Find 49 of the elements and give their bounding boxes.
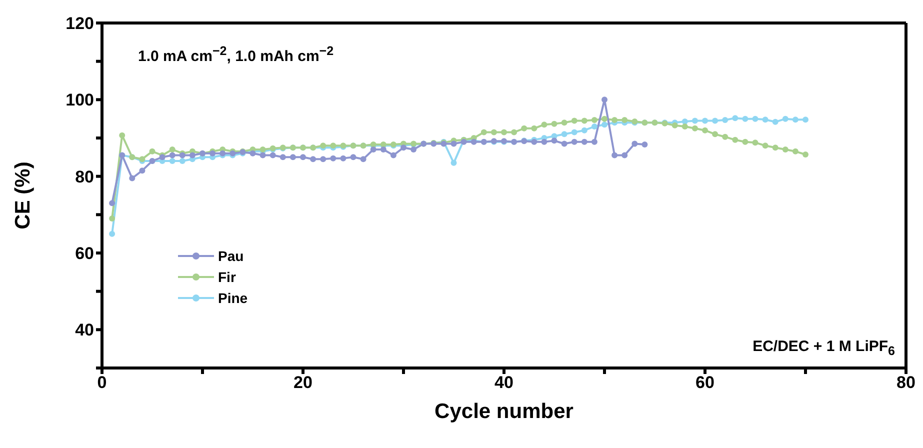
y-tick-label: 100 <box>66 90 94 110</box>
point <box>109 200 116 206</box>
point <box>591 138 598 145</box>
point <box>370 146 376 152</box>
point <box>561 140 568 147</box>
point <box>340 155 346 162</box>
point <box>189 152 196 158</box>
point <box>390 152 396 158</box>
point <box>330 155 336 162</box>
x-tick-label: 80 <box>896 373 916 392</box>
annotation: EC/DEC + 1 M LiPF$_{6}$ <box>752 338 895 358</box>
point <box>602 96 608 103</box>
point <box>360 156 366 162</box>
point <box>129 175 136 182</box>
point <box>310 156 316 162</box>
point <box>571 138 578 145</box>
x-tick-label: 20 <box>294 373 312 392</box>
point <box>350 154 356 160</box>
point <box>320 156 326 162</box>
point <box>642 142 648 148</box>
legend-label: Fir <box>218 269 236 285</box>
point <box>622 152 628 158</box>
x-axis-title: Cycle number <box>434 400 574 423</box>
point <box>410 146 417 152</box>
point <box>450 140 457 147</box>
legend-label: Pine <box>218 290 248 306</box>
x-tick-label: 0 <box>97 373 107 392</box>
point <box>632 140 638 147</box>
y-tick-label: 60 <box>75 244 94 264</box>
point <box>612 152 618 158</box>
y-axis-title: CE (%) <box>11 162 34 230</box>
point <box>380 146 386 152</box>
point <box>300 154 306 160</box>
x-tick-label: 40 <box>494 373 514 392</box>
point <box>139 168 146 174</box>
point <box>260 152 266 158</box>
y-tick-label: 80 <box>75 167 94 186</box>
point <box>169 152 176 158</box>
legend-label: Pau <box>218 248 244 264</box>
point <box>280 154 286 160</box>
x-tick-label: 60 <box>696 373 714 392</box>
point <box>581 138 588 145</box>
point <box>551 138 558 144</box>
point <box>270 152 276 158</box>
y-tick-label: 40 <box>75 320 94 340</box>
point <box>290 154 296 160</box>
point <box>541 138 548 145</box>
y-tick-label: 120 <box>66 14 94 34</box>
annotation: 1.0 mA cm$^{−2}$, 1.0 mAh cm$^{−2}$ <box>138 44 334 65</box>
